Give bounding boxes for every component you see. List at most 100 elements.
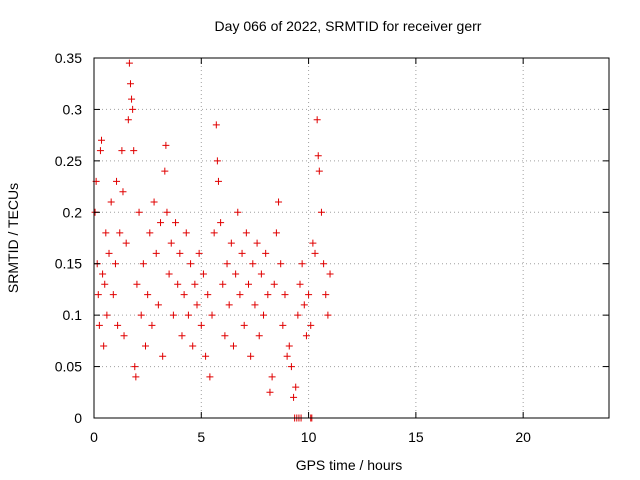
data-point [253, 239, 261, 247]
data-point [262, 249, 270, 257]
data-point [202, 352, 210, 360]
data-point [260, 311, 268, 319]
data-point [172, 219, 180, 227]
data-point [320, 260, 328, 268]
data-point [223, 260, 231, 268]
data-point [212, 121, 220, 129]
data-point [317, 208, 325, 216]
data-point [279, 321, 287, 329]
data-point [167, 239, 175, 247]
x-axis-label: GPS time / hours [296, 457, 403, 473]
y-tick-label: 0 [74, 410, 82, 426]
data-point [101, 280, 109, 288]
data-point [298, 260, 306, 268]
data-point [268, 373, 276, 381]
y-tick-label: 0.15 [55, 256, 82, 272]
y-tick-label: 0.05 [55, 359, 82, 375]
data-point [163, 208, 171, 216]
data-point [182, 229, 190, 237]
data-point [174, 280, 182, 288]
data-point [159, 352, 167, 360]
data-point [139, 260, 147, 268]
y-tick-label: 0.25 [55, 153, 82, 169]
data-point [135, 208, 143, 216]
data-point [133, 280, 141, 288]
data-point [131, 363, 139, 371]
data-point [294, 311, 302, 319]
data-point [236, 291, 244, 299]
data-point [120, 332, 128, 340]
data-point [204, 291, 212, 299]
data-point [137, 311, 145, 319]
data-point [257, 270, 265, 278]
data-point [124, 116, 132, 124]
data-point [249, 260, 257, 268]
data-point [180, 291, 188, 299]
data-point [103, 311, 111, 319]
data-point [195, 249, 203, 257]
data-point [281, 291, 289, 299]
data-point [305, 291, 313, 299]
data-point [234, 208, 242, 216]
y-tick-label: 0.2 [63, 204, 83, 220]
grid [94, 58, 609, 418]
data-point [240, 321, 248, 329]
data-point [287, 363, 295, 371]
y-axis-label: SRMTID / TECUs [5, 183, 21, 293]
data-point [232, 270, 240, 278]
data-point [225, 301, 233, 309]
data-point [184, 311, 192, 319]
data-point [144, 291, 152, 299]
data-point [313, 116, 321, 124]
data-point [285, 342, 293, 350]
data-point [191, 280, 199, 288]
data-point [150, 198, 158, 206]
data-point [96, 147, 104, 155]
data-point [162, 141, 170, 149]
data-point [119, 188, 127, 196]
data-point [300, 301, 308, 309]
data-point [229, 342, 237, 350]
data-point [296, 280, 304, 288]
data-point [128, 95, 136, 103]
data-point [292, 383, 300, 391]
x-tick-label: 10 [301, 429, 317, 445]
data-point [322, 291, 330, 299]
data-point [277, 260, 285, 268]
data-point [129, 105, 137, 113]
data-point [187, 260, 195, 268]
data-point [238, 249, 246, 257]
chart-title: Day 066 of 2022, SRMTID for receiver ger… [215, 18, 482, 34]
data-point [264, 291, 272, 299]
data-point [197, 321, 205, 329]
data-point [146, 229, 154, 237]
data-point [272, 229, 280, 237]
data-point [154, 301, 162, 309]
data-point [178, 332, 186, 340]
data-point [94, 291, 102, 299]
data-point [118, 147, 126, 155]
data-point [169, 311, 177, 319]
data-point [165, 270, 173, 278]
data-point [247, 352, 255, 360]
data-point [111, 260, 119, 268]
data-point [290, 393, 298, 401]
data-point [102, 229, 110, 237]
data-point [105, 249, 113, 257]
data-point [98, 136, 106, 144]
data-point [266, 388, 274, 396]
y-tick-label: 0.1 [63, 307, 83, 323]
data-point [314, 152, 322, 160]
data-point [275, 198, 283, 206]
data-point [132, 373, 140, 381]
data-point [95, 321, 103, 329]
data-point [326, 270, 334, 278]
data-point [189, 342, 197, 350]
data-point [161, 167, 169, 175]
data-point [302, 332, 310, 340]
data-point [157, 219, 165, 227]
data-point [245, 280, 252, 288]
data-point [130, 147, 138, 155]
data-point [221, 332, 229, 340]
